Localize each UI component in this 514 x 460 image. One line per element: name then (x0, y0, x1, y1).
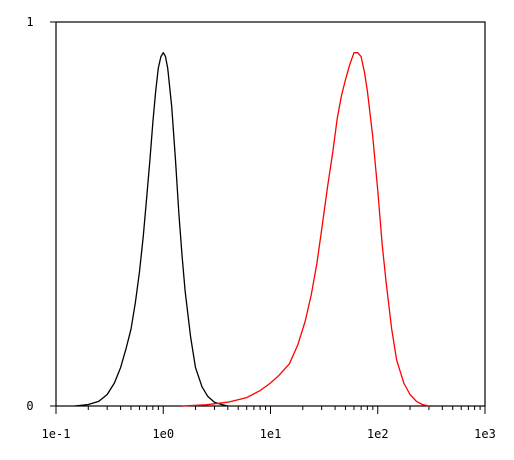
series-layer (74, 52, 430, 407)
x-tick-label: 1e1 (260, 427, 282, 441)
x-tick-label: 1e0 (152, 427, 174, 441)
series-line-2 (182, 52, 430, 407)
y-tick-label: 1 (26, 15, 33, 29)
y-tick-label: 0 (26, 399, 33, 413)
x-tick-label: 1e3 (474, 427, 496, 441)
series-line-1 (74, 52, 228, 407)
x-axis-ticks: 1e-1 1e0 1e1 1e2 1e3 (42, 406, 496, 441)
x-tick-label: 1e-1 (42, 427, 71, 441)
plot-frame (55, 21, 486, 407)
y-axis-ticks: 01 (26, 15, 56, 413)
x-tick-label: 1e2 (367, 427, 389, 441)
